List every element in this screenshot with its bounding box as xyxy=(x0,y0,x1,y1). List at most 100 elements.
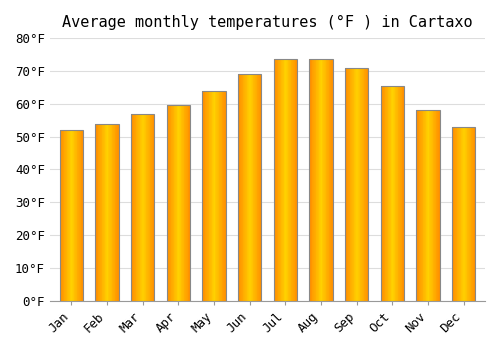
Bar xyxy=(60,130,83,301)
Bar xyxy=(76,130,78,301)
Bar xyxy=(289,60,290,301)
Bar xyxy=(380,86,382,301)
Bar xyxy=(220,91,221,301)
Bar xyxy=(322,60,323,301)
Bar xyxy=(364,68,365,301)
Bar xyxy=(150,114,151,301)
Bar xyxy=(286,60,287,301)
Bar xyxy=(331,60,332,301)
Bar xyxy=(466,127,468,301)
Bar xyxy=(320,60,321,301)
Bar xyxy=(424,110,425,301)
Bar xyxy=(401,86,402,301)
Bar xyxy=(224,91,226,301)
Bar xyxy=(132,114,134,301)
Bar xyxy=(135,114,136,301)
Bar xyxy=(276,60,277,301)
Bar xyxy=(382,86,383,301)
Bar xyxy=(72,130,73,301)
Bar xyxy=(328,60,330,301)
Bar xyxy=(221,91,222,301)
Bar xyxy=(430,110,431,301)
Bar xyxy=(470,127,472,301)
Bar xyxy=(74,130,75,301)
Bar xyxy=(431,110,432,301)
Bar xyxy=(349,68,350,301)
Bar xyxy=(241,74,242,301)
Bar xyxy=(208,91,210,301)
Bar xyxy=(360,68,361,301)
Bar xyxy=(144,114,145,301)
Bar xyxy=(79,130,80,301)
Bar xyxy=(363,68,364,301)
Bar xyxy=(112,124,113,301)
Bar xyxy=(392,86,393,301)
Bar xyxy=(100,124,102,301)
Bar xyxy=(366,68,368,301)
Bar xyxy=(66,130,68,301)
Bar xyxy=(73,130,74,301)
Bar xyxy=(203,91,204,301)
Bar xyxy=(245,74,246,301)
Bar xyxy=(354,68,355,301)
Bar xyxy=(149,114,150,301)
Bar xyxy=(460,127,462,301)
Bar xyxy=(420,110,421,301)
Bar xyxy=(172,105,173,301)
Bar xyxy=(175,105,176,301)
Bar xyxy=(439,110,440,301)
Bar xyxy=(211,91,212,301)
Bar xyxy=(78,130,79,301)
Bar xyxy=(260,74,261,301)
Bar xyxy=(174,105,175,301)
Bar xyxy=(434,110,435,301)
Bar xyxy=(358,68,359,301)
Bar xyxy=(350,68,351,301)
Bar xyxy=(474,127,475,301)
Bar xyxy=(248,74,249,301)
Bar xyxy=(69,130,70,301)
Bar xyxy=(400,86,401,301)
Bar xyxy=(397,86,398,301)
Bar xyxy=(212,91,213,301)
Bar xyxy=(422,110,424,301)
Bar xyxy=(390,86,392,301)
Bar xyxy=(75,130,76,301)
Bar xyxy=(250,74,251,301)
Bar xyxy=(141,114,142,301)
Bar xyxy=(288,60,289,301)
Bar xyxy=(151,114,152,301)
Bar xyxy=(186,105,187,301)
Bar xyxy=(251,74,252,301)
Bar xyxy=(108,124,109,301)
Bar xyxy=(222,91,223,301)
Bar xyxy=(210,91,211,301)
Bar xyxy=(259,74,260,301)
Bar xyxy=(258,74,259,301)
Bar xyxy=(361,68,362,301)
Bar xyxy=(456,127,458,301)
Bar xyxy=(388,86,389,301)
Bar xyxy=(462,127,463,301)
Bar xyxy=(313,60,314,301)
Bar xyxy=(182,105,183,301)
Bar xyxy=(82,130,83,301)
Bar xyxy=(214,91,216,301)
Bar xyxy=(402,86,403,301)
Bar xyxy=(187,105,188,301)
Bar xyxy=(312,60,313,301)
Bar xyxy=(317,60,318,301)
Bar xyxy=(173,105,174,301)
Bar xyxy=(327,60,328,301)
Bar xyxy=(111,124,112,301)
Bar xyxy=(436,110,437,301)
Bar xyxy=(147,114,148,301)
Bar xyxy=(189,105,190,301)
Bar xyxy=(290,60,292,301)
Bar xyxy=(311,60,312,301)
Bar xyxy=(432,110,434,301)
Bar xyxy=(113,124,114,301)
Bar xyxy=(314,60,316,301)
Bar xyxy=(421,110,422,301)
Bar xyxy=(387,86,388,301)
